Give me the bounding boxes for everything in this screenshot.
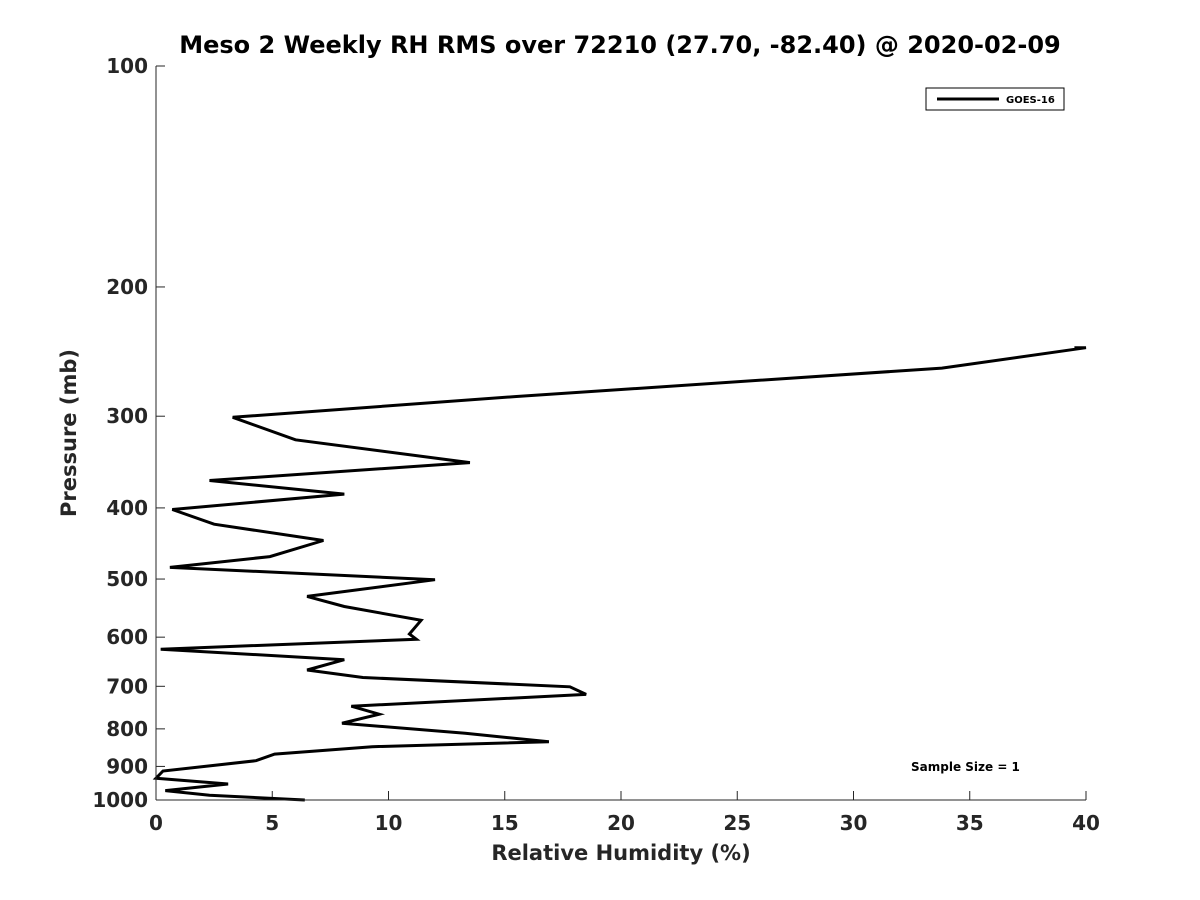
y-tick-label: 700 [106,674,148,698]
y-tick-label: 1000 [92,788,148,812]
y-tick-label: 500 [106,567,148,591]
legend: GOES-16 [925,87,1065,111]
x-tick-label: 30 [840,811,868,835]
y-tick-label: 300 [106,404,148,428]
y-tick-label: 100 [106,54,148,78]
y-axis-label: Pressure (mb) [57,349,81,517]
chart-title: Meso 2 Weekly RH RMS over 72210 (27.70, … [179,31,1061,59]
x-tick-label: 35 [956,811,984,835]
y-tick-label: 400 [106,496,148,520]
x-tick-label: 40 [1072,811,1100,835]
y-axis-ticks: 100 200 300 400 500 600 700 800 900 1000 [92,54,165,812]
x-tick-label: 10 [375,811,403,835]
y-tick-label: 900 [106,754,148,778]
sample-size-annotation: Sample Size = 1 [911,760,1020,774]
y-tick-label: 200 [106,275,148,299]
legend-entry-goes-16: GOES-16 [1006,95,1055,106]
series-line-goes-16 [152,346,1087,802]
x-tick-label: 5 [265,811,279,835]
x-axis-ticks: 0 5 10 15 20 25 30 35 40 [149,791,1100,835]
x-tick-label: 25 [723,811,751,835]
y-tick-label: 600 [106,625,148,649]
y-tick-label: 800 [106,717,148,741]
x-tick-label: 15 [491,811,519,835]
x-axis-label: Relative Humidity (%) [491,841,750,865]
x-tick-label: 0 [149,811,163,835]
x-tick-label: 20 [607,811,635,835]
